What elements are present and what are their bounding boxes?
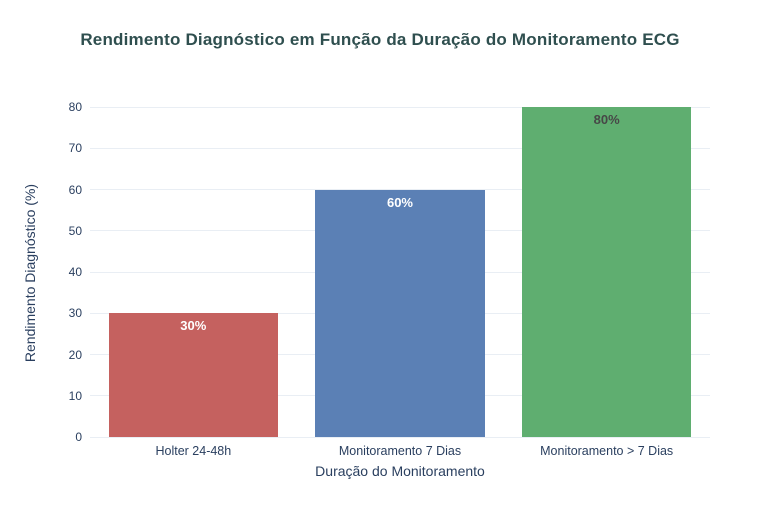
y-tick-label: 50 — [68, 223, 82, 238]
gridline — [90, 106, 710, 108]
gridline — [90, 147, 710, 149]
y-tick-label: 80 — [68, 100, 82, 114]
y-tick-label: 20 — [68, 347, 82, 362]
y-tick-label: 70 — [68, 141, 82, 156]
y-axis-title: Rendimento Diagnóstico (%) — [22, 183, 38, 363]
x-tick-label: Monitoramento > 7 Dias — [540, 444, 674, 458]
y-tick-label: 30 — [68, 306, 82, 321]
chart-title: Rendimento Diagnóstico em Função da Dura… — [80, 30, 680, 49]
y-tick-label: 10 — [68, 388, 82, 403]
y-tick-label: 0 — [75, 430, 82, 444]
bar-value-label: 80% — [593, 112, 620, 127]
y-tick-label: 40 — [68, 265, 82, 279]
y-tick-label: 60 — [68, 182, 82, 197]
bar: 60% — [315, 189, 485, 437]
bar: 30% — [108, 313, 279, 437]
x-tick-label: Holter 24-48h — [155, 444, 232, 458]
x-tick-label: Monitoramento 7 Dias — [338, 444, 462, 458]
bar-value-label: 60% — [386, 194, 413, 210]
bar: 80% — [521, 107, 692, 437]
plot-area: 0 10 20 30 40 50 60 70 80 30% Holter 24-48h 60% Moni… — [69, 100, 710, 458]
gridline — [90, 436, 710, 438]
bar-value-label: 30% — [180, 318, 207, 334]
x-axis-title: Duração do Monitoramento — [315, 463, 485, 479]
